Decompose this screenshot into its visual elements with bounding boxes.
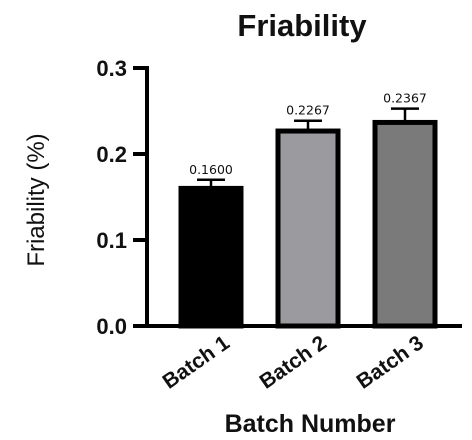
bar-1 [178,185,244,329]
x-tick-label-1: Batch 1 [159,331,235,394]
chart-title: Friability [237,8,367,43]
data-label-2: 0.2267 [286,103,330,118]
bar-3 [372,119,438,329]
bar-2 [275,128,341,329]
x-tick-label-2: Batch 2 [256,331,331,393]
data-label-1: 0.1600 [189,162,233,177]
chart-axes: 0.0 0.1 0.2 0.3 [96,56,462,339]
y-tick-label-3: 0.2 [96,142,127,167]
x-axis-label: Batch Number [225,410,396,438]
y-tick-label-1: 0.0 [96,314,127,339]
y-tick-label-2: 0.1 [96,228,127,253]
chart-marks: 0.1600 Batch 1 0.2267 Batch 2 0.2367 Batch 3 [159,91,438,394]
data-label-3: 0.2367 [383,91,427,106]
y-tick-label-4: 0.3 [96,56,127,81]
x-tick-label-3: Batch 3 [353,331,428,393]
y-axis-label: Friability (%) [23,133,50,266]
